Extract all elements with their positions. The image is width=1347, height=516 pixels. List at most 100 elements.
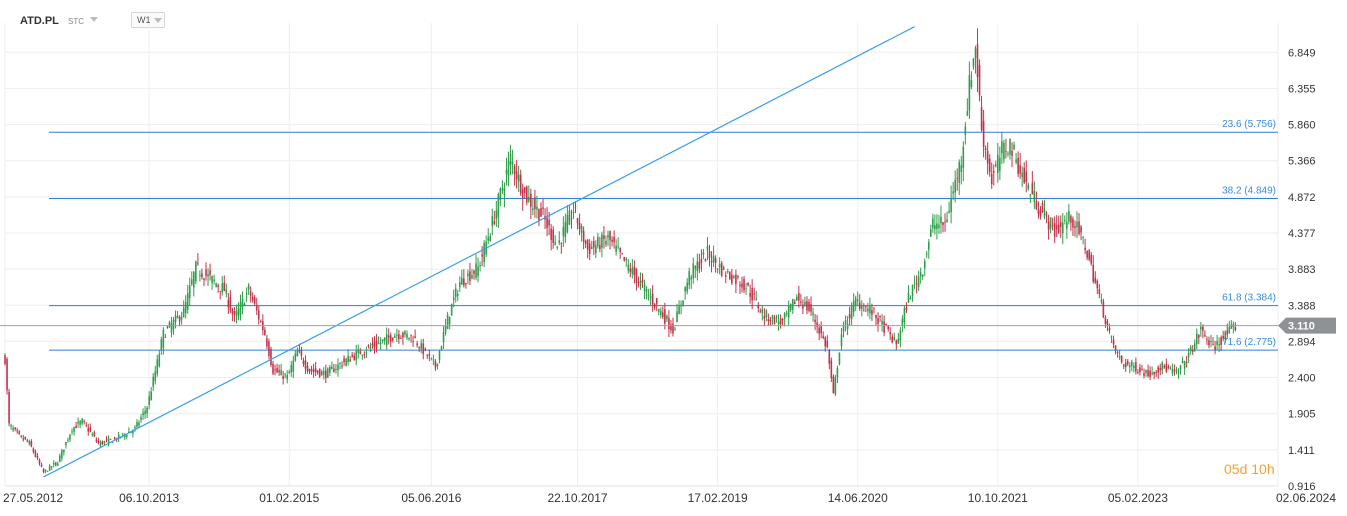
candle-body (1007, 153, 1009, 155)
x-axis: 27.05.2012 06.10.2013 01.02.2015 05.06.2016… (3, 485, 1336, 505)
candle-body (1143, 372, 1145, 376)
candle-body (982, 120, 985, 148)
candle-body (1094, 277, 1097, 283)
candle-body (909, 298, 912, 300)
candle-body (684, 287, 686, 292)
candle-body (174, 315, 177, 323)
candle-body (1200, 326, 1202, 330)
candle-body (1118, 356, 1121, 358)
candle-body (1021, 172, 1023, 177)
candle-body (320, 371, 323, 376)
candle-body (1074, 226, 1076, 229)
candle-body (619, 247, 621, 252)
candle-body (109, 438, 112, 440)
candle-body (442, 332, 445, 343)
candle-body (8, 391, 10, 424)
candle-body (408, 337, 410, 340)
y-tick-label: 0.916 (1288, 481, 1316, 493)
candle-body (1092, 264, 1095, 282)
candle-body (30, 441, 33, 447)
candle-body (186, 293, 189, 310)
candle-body (351, 354, 353, 357)
candle-body (1039, 210, 1042, 217)
candle-body (854, 298, 857, 306)
fib-level-label: 71.6 (2.775) (1222, 337, 1276, 348)
candle-body (300, 350, 303, 356)
candle-body (877, 318, 879, 324)
candle-body (85, 425, 88, 426)
candle-body (10, 425, 12, 427)
candle-body (1165, 364, 1168, 372)
candle-body (282, 376, 284, 379)
candle-body (249, 291, 252, 296)
symbol-label[interactable]: ATD.PL (20, 15, 59, 27)
candle-body (962, 146, 965, 168)
candle-body (1120, 355, 1123, 363)
candle-body (651, 293, 654, 305)
candle-body (761, 309, 764, 314)
candle-body (337, 364, 339, 371)
candle-body (456, 294, 459, 297)
interval-select[interactable]: W1 (131, 12, 165, 28)
candle-body (469, 271, 471, 281)
candle-body (385, 334, 388, 346)
candle-body (89, 427, 92, 432)
candle-body (678, 306, 680, 315)
candle-body (36, 456, 39, 459)
candle-body (787, 306, 790, 318)
candle-body (850, 306, 853, 320)
candle-body (438, 350, 441, 360)
candle-body (592, 241, 595, 248)
candle-body (883, 321, 885, 333)
candle-body (783, 313, 786, 319)
candle-body (1173, 369, 1176, 372)
candle-body (61, 450, 63, 459)
candle-body (377, 342, 380, 344)
candle-body (511, 161, 514, 165)
candle-body (657, 308, 660, 312)
candle-body (572, 211, 575, 214)
candle-body (749, 292, 751, 297)
candle-body (343, 358, 345, 363)
source-label[interactable]: STC (68, 17, 84, 26)
candle-body (1088, 250, 1090, 260)
candle-body (818, 327, 820, 334)
source-dropdown-icon[interactable] (90, 17, 98, 22)
candle-body (310, 368, 313, 372)
candle-body (560, 243, 563, 244)
candle-body (984, 148, 987, 150)
candle-body (458, 282, 461, 288)
candle-body (327, 368, 329, 378)
candle-body (747, 282, 749, 286)
candle-body (1108, 328, 1111, 331)
candle-body (306, 365, 309, 372)
candle-body (542, 207, 544, 209)
candle-body (767, 319, 770, 322)
x-tick-label: 10.10.2021 (968, 491, 1028, 505)
x-tick-label: 22.10.2017 (548, 491, 608, 505)
candle-body (371, 343, 374, 346)
candle-body (172, 319, 175, 330)
candle-body (938, 224, 940, 228)
candle-body (357, 349, 360, 353)
candle-body (907, 292, 910, 303)
candle-body (290, 365, 293, 373)
candle-body (1191, 350, 1194, 352)
candle-body (601, 234, 603, 248)
candle-body (1035, 201, 1038, 209)
candle-body (556, 246, 559, 248)
candle-body (497, 194, 500, 218)
candle-body (940, 216, 942, 224)
candle-body (637, 281, 640, 283)
candle-body (623, 256, 626, 261)
candle-body (190, 279, 193, 285)
candle-body (296, 350, 299, 357)
candle-body (424, 348, 427, 350)
candle-body (52, 463, 55, 465)
candle-body (595, 245, 597, 254)
candle-body (980, 107, 983, 131)
candle-body (580, 226, 583, 233)
candle-body (865, 306, 867, 308)
candle-body (917, 276, 920, 287)
